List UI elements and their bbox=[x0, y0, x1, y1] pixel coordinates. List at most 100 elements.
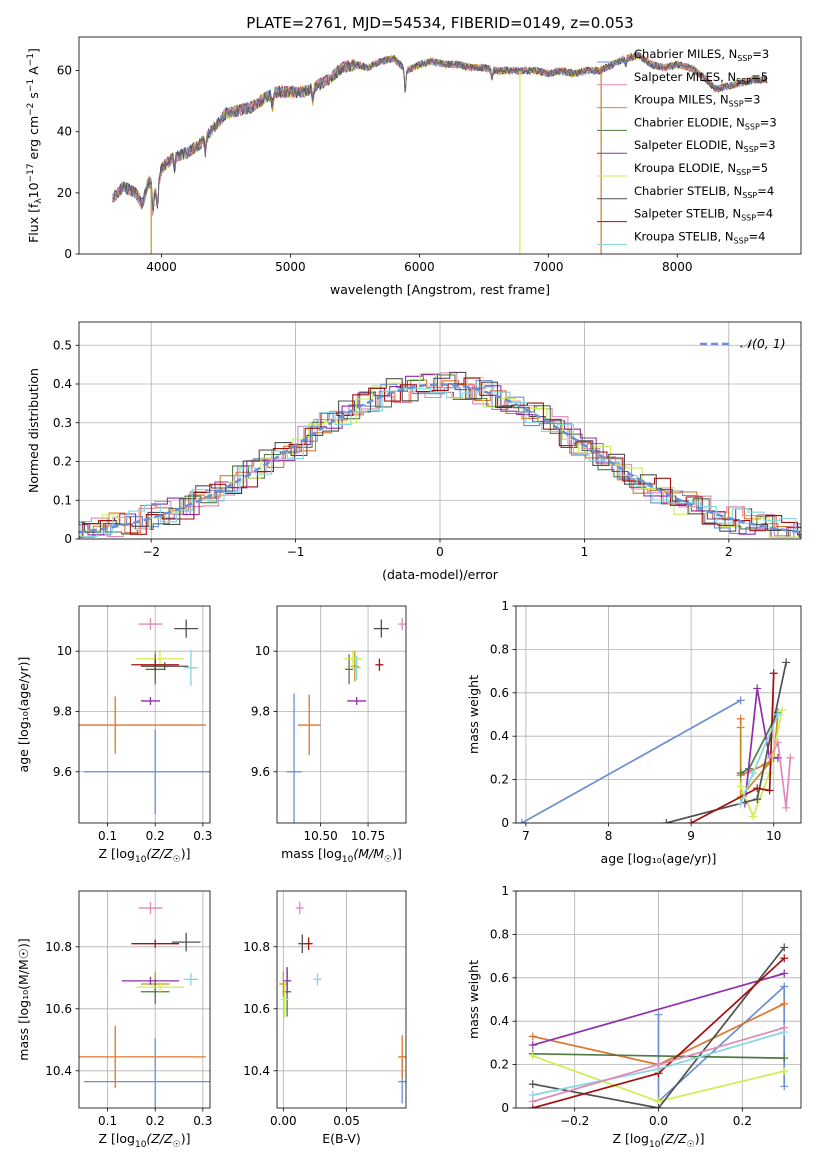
x-axis-label: Z [log10(Z/Z☉)] bbox=[99, 846, 191, 865]
histogram-series bbox=[79, 374, 801, 538]
x-tick-label: 10 bbox=[766, 829, 781, 843]
series-marker bbox=[736, 782, 745, 791]
legend-entry: Salpeter STELIB, NSSP=4 bbox=[634, 207, 773, 223]
legend-entry: 𝒩(0, 1) bbox=[740, 336, 786, 351]
data-point bbox=[343, 649, 363, 668]
y-tick-label: 10.8 bbox=[45, 940, 72, 954]
x-tick-label: −2 bbox=[142, 545, 160, 559]
data-point bbox=[131, 939, 180, 948]
data-point bbox=[171, 932, 201, 952]
series-marker bbox=[780, 943, 789, 952]
x-tick-label: 0.3 bbox=[193, 829, 212, 843]
spectrum-axes: 4000 5000 6000 7000 8000 0 20 40 60 wavelength [A… bbox=[26, 36, 802, 297]
series-marker bbox=[736, 714, 745, 723]
age_vs_mass-axes: 10.50 10.75 9.6 9.8 10 mass [log10(M/M☉)] bbox=[251, 605, 407, 865]
series-marker bbox=[654, 1104, 663, 1108]
histogram-series bbox=[79, 379, 801, 538]
series-marker bbox=[765, 753, 774, 762]
axes-frame bbox=[78, 321, 802, 540]
massweight_vs_Z-axes: −0.2 0.0 0.2 0 0.2 0.4 0.6 0.8 1 Z [log10(Z/Z☉)] m… bbox=[466, 884, 802, 1150]
data-point bbox=[295, 901, 304, 915]
data-point bbox=[136, 980, 184, 994]
y-tick-label: 10.6 bbox=[45, 1002, 72, 1016]
y-tick-label: 9.6 bbox=[53, 765, 72, 779]
y-tick-label: 0.2 bbox=[490, 1058, 509, 1072]
series-marker bbox=[765, 786, 774, 795]
y-tick-label: 0.4 bbox=[490, 1014, 509, 1028]
x-tick-label: 9 bbox=[687, 829, 695, 843]
residual_hist-plot-area bbox=[79, 371, 801, 538]
mass_vs_ebv-axes: 0.00 0.05 10.4 10.6 10.8 E(B-V) bbox=[243, 890, 407, 1146]
data-point bbox=[174, 619, 199, 638]
spectrum-line bbox=[112, 52, 768, 216]
series-marker bbox=[517, 819, 526, 823]
massweight_vs_Z-plot-area bbox=[528, 943, 789, 1108]
y-tick-label: 1 bbox=[501, 599, 509, 613]
y-axis-label: mass weight bbox=[466, 675, 481, 754]
x-axis-label: (data-model)/error bbox=[382, 567, 499, 582]
y-tick-label: 0.2 bbox=[53, 455, 72, 469]
x-tick-label: 0.00 bbox=[270, 1114, 297, 1128]
age_vs_Z-axes: 0.1 0.2 0.3 9.6 9.8 10 Z [log10(Z/Z☉)] age [log… bbox=[16, 605, 212, 865]
data-point bbox=[131, 658, 180, 671]
histogram-series bbox=[79, 371, 801, 538]
x-tick-label: 0.1 bbox=[98, 829, 117, 843]
y-tick-label: 0.8 bbox=[490, 927, 509, 941]
series-marker bbox=[749, 769, 758, 778]
x-tick-label: 10.75 bbox=[351, 829, 385, 843]
y-tick-label: 10 bbox=[57, 644, 72, 658]
x-tick-label: 0.2 bbox=[146, 1114, 165, 1128]
series-marker bbox=[528, 1041, 537, 1050]
y-axis-label: age [log₁₀(age/yr)] bbox=[16, 657, 31, 773]
series-marker bbox=[736, 696, 745, 705]
histogram-series bbox=[79, 372, 801, 538]
axes-frame bbox=[276, 890, 407, 1109]
axes-frame bbox=[78, 36, 802, 255]
series-line bbox=[739, 710, 783, 819]
x-axis-label: Z [log10(Z/Z☉)] bbox=[99, 1131, 191, 1150]
data-point bbox=[183, 649, 199, 686]
data-point bbox=[140, 662, 189, 671]
legend-entry: Kroupa MILES, NSSP=3 bbox=[634, 93, 760, 109]
series-marker bbox=[780, 982, 789, 991]
legend-entry: Chabrier MILES, NSSP=3 bbox=[634, 47, 769, 63]
series-line bbox=[739, 714, 779, 800]
data-point bbox=[140, 696, 160, 705]
x-axis-label: wavelength [Angstrom, rest frame] bbox=[330, 282, 550, 297]
age_vs_mass-plot-area bbox=[286, 618, 406, 823]
series-marker bbox=[736, 799, 745, 808]
series-marker bbox=[736, 723, 745, 732]
y-tick-label: 0.2 bbox=[490, 773, 509, 787]
y-tick-label: 0 bbox=[501, 1101, 509, 1115]
series-marker bbox=[773, 738, 782, 747]
data-point bbox=[352, 655, 361, 680]
series-line bbox=[521, 699, 742, 823]
y-tick-label: 10.4 bbox=[45, 1064, 72, 1078]
histogram-series bbox=[79, 377, 801, 538]
x-tick-label: 0.1 bbox=[98, 1114, 117, 1128]
axes-frame bbox=[515, 890, 802, 1109]
series-marker bbox=[782, 803, 791, 812]
series-marker bbox=[782, 658, 791, 667]
x-tick-label: 0.0 bbox=[649, 1114, 668, 1128]
series-marker bbox=[780, 954, 789, 963]
y-tick-label: 0.4 bbox=[490, 729, 509, 743]
mass_vs_Z-axes: 0.1 0.2 0.3 10.4 10.6 10.8 Z [log10(Z/Z☉)] mass… bbox=[16, 890, 212, 1150]
data-point bbox=[279, 971, 288, 997]
data-point bbox=[79, 1025, 206, 1088]
series-marker bbox=[753, 784, 762, 793]
mass_vs_Z-plot-area bbox=[79, 901, 210, 1108]
y-tick-label: 0 bbox=[64, 532, 72, 546]
y-axis-label: mass [log₁₀(M/M☉)] bbox=[16, 938, 31, 1060]
y-tick-label: 0.8 bbox=[490, 642, 509, 656]
legend-entry: Kroupa ELODIE, NSSP=5 bbox=[634, 161, 768, 177]
series-marker bbox=[736, 769, 745, 778]
x-tick-label: 0 bbox=[436, 545, 444, 559]
data-point bbox=[121, 976, 180, 985]
y-tick-label: 0.3 bbox=[53, 416, 72, 430]
axes-frame bbox=[78, 890, 211, 1109]
data-point bbox=[350, 651, 359, 682]
series-marker bbox=[780, 999, 789, 1008]
x-tick-label: 8000 bbox=[662, 260, 693, 274]
